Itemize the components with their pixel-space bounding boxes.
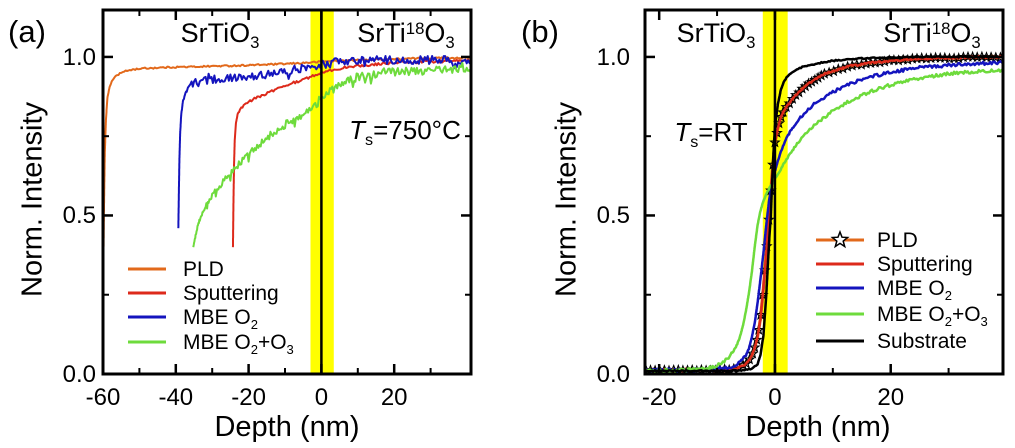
legend-star-marker [830,229,850,249]
legend-label-mbe-o2-o3: MBE O2+O3 [183,331,294,357]
curve-substrate [645,55,1003,373]
legend-label-pld: PLD [877,229,918,252]
pld-star-marker [878,55,891,67]
y-tick-label: 1.0 [62,43,96,71]
x-tick-label: 20 [380,384,408,411]
x-tick-label: 0 [768,384,782,411]
pld-star-marker [743,353,756,365]
plot-frame [643,8,1005,376]
x-tick-label: -40 [158,384,194,411]
y-tick-label: 0.0 [62,361,96,388]
y-tick-label: 1.0 [596,43,630,71]
legend-label-sputtering: Sputtering [877,253,973,276]
y-tick-label: 0.5 [596,202,630,230]
region-label: SrTi18O3 [357,18,455,52]
curve-mbe-o2-o3 [192,62,471,248]
panel-a-tag: (a) [8,14,46,49]
panel-a-x-axis-title: Depth (nm) [214,411,360,443]
legend-label-mbe-o2: MBE O2 [183,306,258,332]
pld-star-marker [892,54,905,66]
curve-sputtering [231,58,471,248]
panel-a-y-axis-title: Norm. Intensity [16,102,49,297]
panel-b-tag: (b) [521,14,559,49]
x-tick-label: -60 [85,384,121,411]
legend-label-mbe-o2: MBE O2 [877,277,952,303]
curve-mbe-o2 [177,55,471,229]
legend-label-substrate: Substrate [877,330,967,353]
pld-star-marker [740,357,753,369]
region-label: SrTiO3 [180,18,260,52]
temperature-annotation: Ts=750°C [349,115,461,149]
panel-b-y-axis-title: Norm. Intensity [550,102,583,297]
y-tick-label: 0.0 [596,361,630,388]
x-tick-label: 20 [877,384,905,411]
legend-label-mbe-o2-o3: MBE O2+O3 [877,303,988,329]
x-tick-label: -20 [641,384,677,411]
panel-b-x-axis-title: Depth (nm) [745,411,891,443]
y-tick-label: 0.5 [62,202,96,230]
region-label: SrTiO3 [676,18,756,52]
temperature-annotation: Ts=RT [674,117,748,151]
region-label: SrTi18O3 [883,18,981,52]
x-tick-label: 0 [314,384,329,411]
x-tick-label: -20 [231,384,266,411]
legend-label-pld: PLD [183,258,224,281]
curve-mbe-o2-o3 [645,68,1003,373]
legend-label-sputtering: Sputtering [183,282,279,305]
plot-frame [101,8,473,376]
